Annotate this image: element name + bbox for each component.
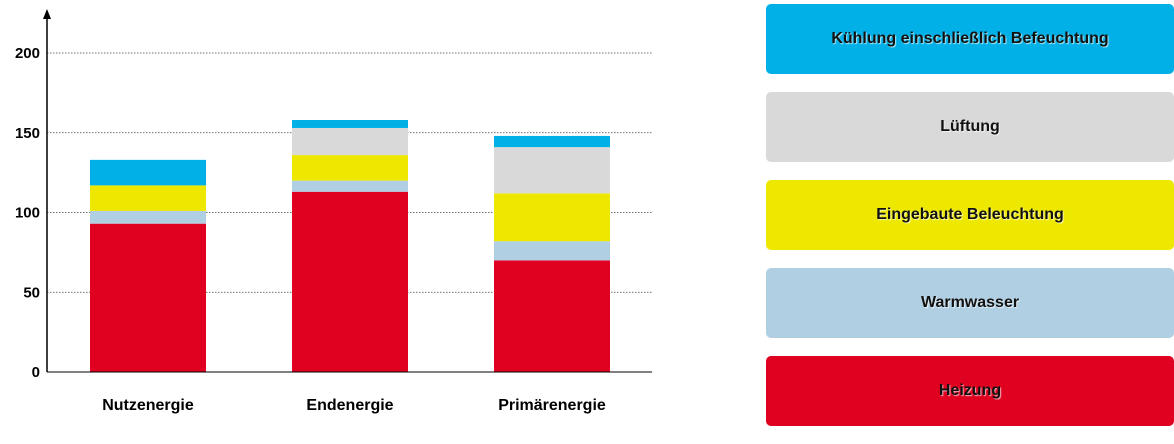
bar-segment-endenergie-1: [292, 180, 408, 192]
legend-label-beleuchtung: Eingebaute Beleuchtung: [876, 206, 1064, 223]
x-tick-label: Endenergie: [306, 397, 393, 414]
bar-segment-nutzenergie-1: [90, 210, 206, 224]
y-tick-label: 100: [15, 205, 40, 222]
x-tick-label: Primärenergie: [498, 397, 606, 414]
legend-item-warmwasser: Warmwasser: [766, 268, 1174, 338]
legend-label-lueftung: Lüftung: [940, 118, 1000, 135]
y-tick-label: 50: [23, 284, 40, 301]
y-axis-arrow-icon: [43, 9, 51, 19]
legend-label-warmwasser: Warmwasser: [920, 294, 1020, 311]
bar-segment-primärenergie-0: [494, 260, 610, 372]
bar-segment-primärenergie-2: [494, 193, 610, 242]
x-tick-label: Nutzenergie: [102, 397, 194, 414]
bar-segment-primärenergie-3: [494, 147, 610, 194]
bar-segment-nutzenergie-4: [90, 159, 206, 186]
bar-segment-endenergie-0: [292, 191, 408, 372]
legend-item-heizung: Heizung: [766, 356, 1174, 426]
stacked-bar-chart: 0 50 100 150 200 Nutzenergie Endenergie Primär…: [15, 9, 652, 414]
x-tick-labels: Nutzenergie Endenergie Primärenergie: [102, 397, 606, 414]
y-tick-labels: 0 50 100 150 200: [15, 45, 40, 381]
y-tick-label: 150: [15, 125, 40, 142]
bars: [90, 119, 610, 372]
bar-segment-nutzenergie-2: [90, 185, 206, 211]
legend-label-heizung: Heizung: [938, 382, 1002, 399]
y-tick-label: 0: [32, 364, 40, 381]
legend-item-lueftung: Lüftung: [766, 92, 1174, 162]
legend-label-kuehlung: Kühlung einschließlich Befeuchtung: [831, 30, 1109, 47]
bar-segment-nutzenergie-0: [90, 223, 206, 372]
legend: Kühlung einschließlich Befeuchtung Lüftu…: [766, 4, 1174, 444]
bar-segment-endenergie-3: [292, 127, 408, 156]
legend-item-beleuchtung: Eingebaute Beleuchtung: [766, 180, 1174, 250]
bar-segment-primärenergie-4: [494, 135, 610, 148]
bar-segment-endenergie-2: [292, 155, 408, 181]
legend-item-kuehlung: Kühlung einschließlich Befeuchtung: [766, 4, 1174, 74]
y-tick-label: 200: [15, 45, 40, 62]
bar-segment-primärenergie-1: [494, 241, 610, 261]
bar-segment-endenergie-4: [292, 119, 408, 128]
